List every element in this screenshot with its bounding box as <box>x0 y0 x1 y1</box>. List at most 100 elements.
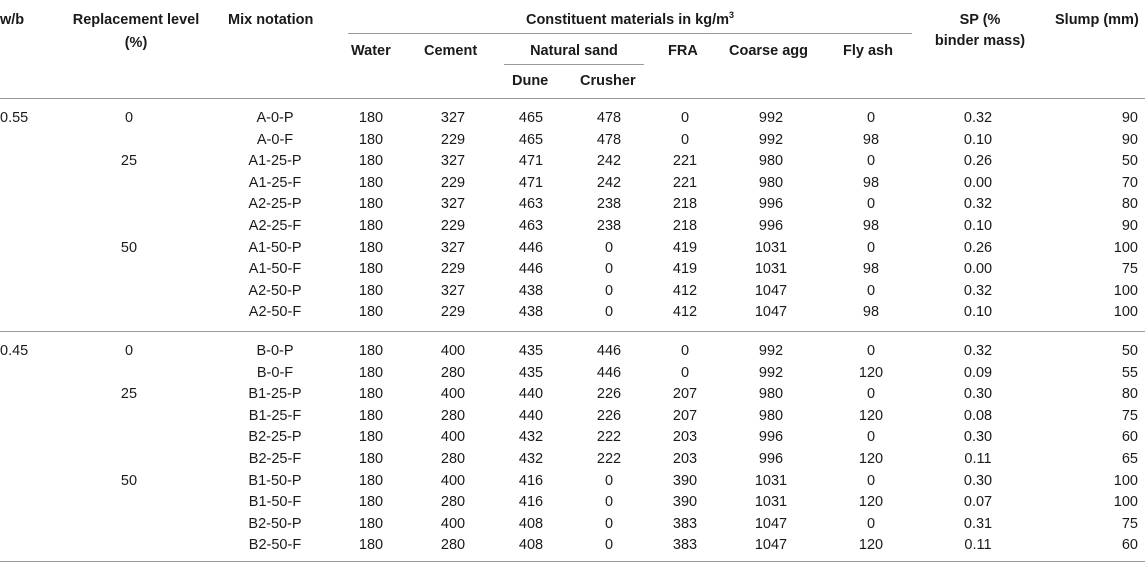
cell-slump: 90 <box>1121 110 1138 126</box>
cell-slump: 75 <box>1121 407 1138 424</box>
table-row: A1-50-F 180 229 446 0 419 1031 98 0.00 75 <box>0 259 1145 281</box>
cell-sp: 0.07 <box>963 494 993 511</box>
cell-crusher: 446 <box>596 343 622 359</box>
table-row: 25 A1-25-P 180 327 471 242 221 980 0 0.26 50 <box>0 151 1145 173</box>
cell-coarse-agg: 1031 <box>754 494 788 511</box>
cell-slump: 60 <box>1121 537 1138 554</box>
header-wb: w/b <box>0 12 25 28</box>
cell-replacement: 50 <box>120 239 138 256</box>
cell-cement: 400 <box>440 472 466 489</box>
cell-sp: 0.09 <box>963 364 993 381</box>
cell-fra: 383 <box>672 515 698 532</box>
cell-cement: 327 <box>440 153 466 170</box>
header-replacement-line2: (%) <box>124 35 148 51</box>
header-fra: FRA <box>668 43 698 59</box>
cell-slump: 70 <box>1121 174 1138 191</box>
cell-fra: 0 <box>680 364 690 381</box>
cell-crusher: 0 <box>604 282 614 299</box>
header-group-divider <box>348 33 912 34</box>
cell-dune: 446 <box>518 239 544 256</box>
cell-mix: B1-25-F <box>248 407 302 424</box>
cell-mix: A2-25-P <box>248 196 302 213</box>
cell-crusher: 242 <box>596 153 622 170</box>
cell-slump: 65 <box>1121 451 1138 467</box>
header-constituent-materials: Constituent materials in kg/m3 <box>348 11 912 29</box>
cell-fra: 203 <box>672 451 698 467</box>
cell-fly-ash: 0 <box>866 153 876 170</box>
cell-cement: 280 <box>440 494 466 511</box>
table-row: B2-50-F 180 280 408 0 383 1047 120 0.11 60 <box>0 535 1145 557</box>
cell-replacement: 50 <box>120 472 138 489</box>
cell-fly-ash: 120 <box>858 537 884 554</box>
cell-cement: 280 <box>440 364 466 381</box>
table-row: A2-50-F 180 229 438 0 412 1047 98 0.10 100 <box>0 302 1145 324</box>
cell-sp: 0.10 <box>963 218 993 234</box>
cell-coarse-agg: 992 <box>758 343 784 359</box>
cell-mix: A1-50-F <box>248 261 302 278</box>
cell-fra: 412 <box>672 304 698 321</box>
cell-water: 180 <box>358 131 384 148</box>
cell-sp: 0.32 <box>963 196 993 213</box>
header-replacement-level: Replacement level (%) <box>50 11 222 52</box>
cell-dune: 465 <box>518 131 544 148</box>
cell-fly-ash: 98 <box>862 304 880 321</box>
cell-crusher: 478 <box>596 131 622 148</box>
cell-coarse-agg: 992 <box>758 110 784 126</box>
cell-dune: 438 <box>518 282 544 299</box>
cell-crusher: 226 <box>596 386 622 403</box>
cell-mix: A2-50-F <box>248 304 302 321</box>
cell-slump: 100 <box>1113 282 1138 299</box>
cell-slump: 90 <box>1121 218 1138 234</box>
cell-sp: 0.00 <box>963 261 993 278</box>
cell-replacement: 0 <box>124 110 134 126</box>
cell-fra: 419 <box>672 239 698 256</box>
cell-mix: A1-50-P <box>248 239 302 256</box>
cell-fly-ash: 0 <box>866 429 876 446</box>
cell-sp: 0.10 <box>963 131 993 148</box>
cell-coarse-agg: 980 <box>758 407 784 424</box>
table-row: A1-25-F 180 229 471 242 221 980 98 0.00 70 <box>0 173 1145 195</box>
cell-coarse-agg: 992 <box>758 364 784 381</box>
table-row: 0.55 0 A-0-P 180 327 465 478 0 992 0 0.32 90 <box>0 108 1145 130</box>
cell-mix: A1-25-P <box>248 153 302 170</box>
cell-fly-ash: 0 <box>866 515 876 532</box>
cell-fly-ash: 0 <box>866 343 876 359</box>
cell-slump: 100 <box>1113 472 1138 489</box>
cell-crusher: 0 <box>604 537 614 554</box>
cell-fra: 218 <box>672 196 698 213</box>
header-cement: Cement <box>424 43 478 59</box>
cell-coarse-agg: 996 <box>758 451 784 467</box>
table-row: B-0-F 180 280 435 446 0 992 120 0.09 55 <box>0 363 1145 385</box>
cell-coarse-agg: 980 <box>758 153 784 170</box>
cell-wb: 0.55 <box>0 110 29 126</box>
cell-mix: B2-25-F <box>248 451 302 467</box>
cell-slump: 80 <box>1121 196 1138 213</box>
cell-fly-ash: 98 <box>862 131 880 148</box>
cell-cement: 327 <box>440 196 466 213</box>
cell-cement: 229 <box>440 131 466 148</box>
header-natural-sand: Natural sand <box>530 43 618 59</box>
cell-slump: 90 <box>1121 131 1138 148</box>
header-constituent-superscript: 3 <box>729 10 735 20</box>
cell-crusher: 226 <box>596 407 622 424</box>
cell-fra: 218 <box>672 218 698 234</box>
cell-fra: 203 <box>672 429 698 446</box>
header-sp-line1: SP (% <box>959 12 1001 28</box>
cell-crusher: 0 <box>604 261 614 278</box>
cell-mix: B1-50-P <box>248 472 302 489</box>
cell-coarse-agg: 996 <box>758 196 784 213</box>
cell-fly-ash: 0 <box>866 386 876 403</box>
header-slump: Slump (mm) <box>1055 12 1139 28</box>
table-row: B2-25-F 180 280 432 222 203 996 120 0.11 65 <box>0 449 1145 471</box>
cell-sp: 0.11 <box>964 537 992 554</box>
cell-fly-ash: 0 <box>866 196 876 213</box>
cell-wb: 0.45 <box>0 343 29 359</box>
cell-dune: 432 <box>518 429 544 446</box>
cell-slump: 55 <box>1121 364 1138 381</box>
cell-fra: 0 <box>680 110 690 126</box>
table-row: 50 B1-50-P 180 400 416 0 390 1031 0 0.30 100 <box>0 471 1145 493</box>
cell-coarse-agg: 1047 <box>754 515 788 532</box>
cell-fra: 390 <box>672 494 698 511</box>
cell-dune: 408 <box>518 515 544 532</box>
cell-crusher: 238 <box>596 196 622 213</box>
